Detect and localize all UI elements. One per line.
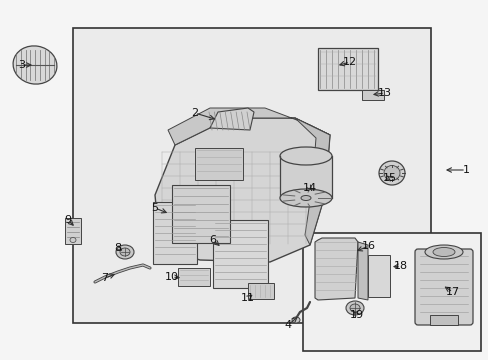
Bar [361, 90, 383, 100]
Bar [73, 28, 430, 323]
Text: 3: 3 [19, 60, 25, 70]
Bar [65, 218, 81, 244]
FancyBboxPatch shape [414, 249, 472, 325]
Text: 12: 12 [342, 57, 356, 67]
Ellipse shape [346, 301, 363, 315]
Polygon shape [294, 118, 329, 245]
Polygon shape [155, 118, 329, 262]
Ellipse shape [383, 166, 399, 180]
Polygon shape [168, 108, 329, 145]
Text: 5: 5 [151, 203, 158, 213]
Bar [178, 268, 209, 286]
Bar [195, 148, 243, 180]
Ellipse shape [120, 248, 130, 256]
Polygon shape [209, 108, 253, 130]
Text: 14: 14 [303, 183, 316, 193]
Text: 6: 6 [209, 235, 216, 245]
Ellipse shape [70, 238, 76, 243]
Ellipse shape [432, 248, 454, 257]
Bar [429, 315, 457, 325]
Bar [213, 220, 267, 288]
Ellipse shape [280, 147, 331, 165]
Text: 11: 11 [241, 293, 254, 303]
Ellipse shape [301, 195, 310, 201]
Bar [303, 233, 480, 351]
Bar [280, 156, 331, 198]
Text: 7: 7 [101, 273, 108, 283]
Ellipse shape [424, 245, 462, 259]
Polygon shape [314, 238, 357, 300]
Ellipse shape [280, 189, 331, 207]
Text: 9: 9 [64, 215, 71, 225]
Text: 19: 19 [349, 310, 364, 320]
Text: 2: 2 [191, 108, 198, 118]
Bar [172, 185, 229, 243]
Ellipse shape [13, 46, 57, 84]
Text: 4: 4 [284, 320, 291, 330]
Text: 13: 13 [377, 88, 391, 98]
Bar [153, 202, 197, 264]
Text: 15: 15 [382, 173, 396, 183]
Bar [247, 283, 273, 299]
Ellipse shape [378, 161, 404, 185]
Text: 1: 1 [462, 165, 468, 175]
Ellipse shape [291, 317, 299, 323]
Text: 10: 10 [164, 272, 179, 282]
Text: 16: 16 [361, 241, 375, 251]
Text: 18: 18 [393, 261, 407, 271]
Ellipse shape [116, 245, 134, 259]
Bar [367, 255, 389, 297]
Bar [317, 48, 377, 90]
Polygon shape [357, 242, 367, 300]
Text: 17: 17 [445, 287, 459, 297]
Ellipse shape [349, 304, 359, 312]
Text: 8: 8 [114, 243, 122, 253]
